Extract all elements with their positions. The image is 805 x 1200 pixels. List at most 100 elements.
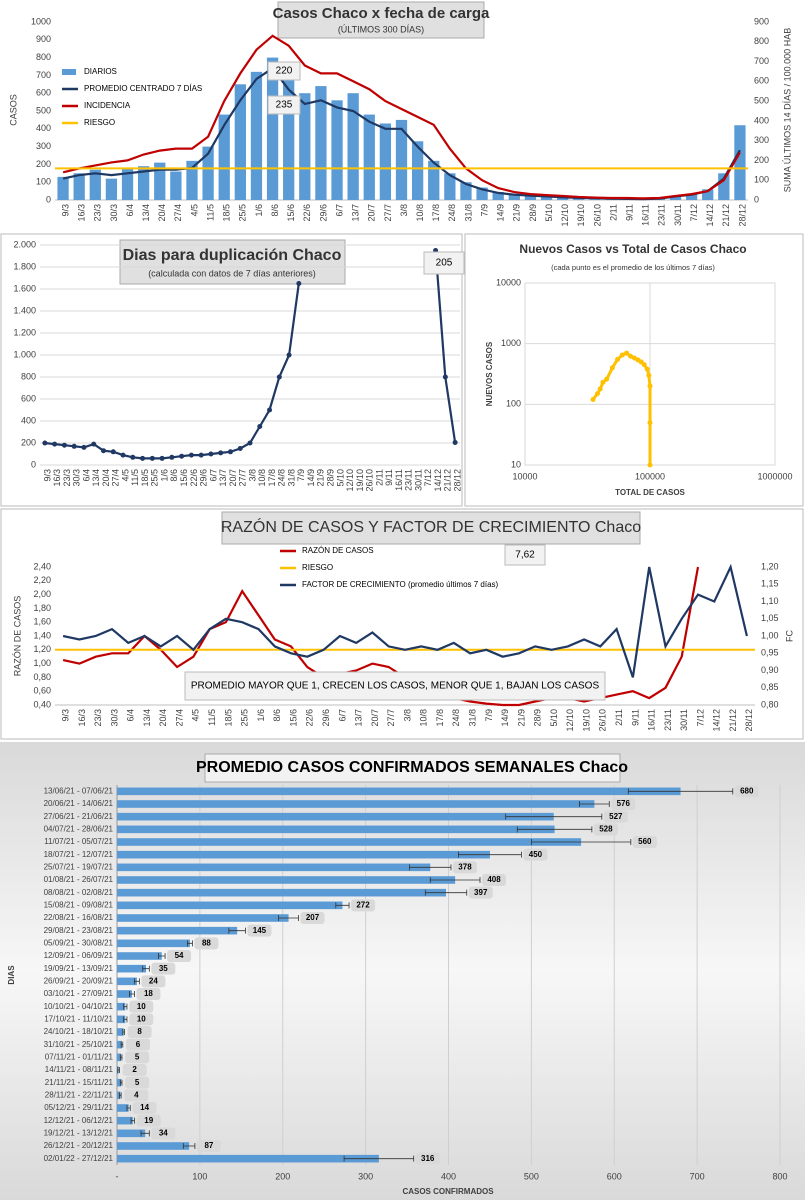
annotation: 235 [276, 100, 293, 111]
marker [198, 452, 204, 458]
x-tick-label: 23/11 [663, 709, 673, 731]
x-tick-label: 100000 [635, 471, 665, 481]
x-tick-label: 26/10 [365, 469, 375, 492]
value-label: 5 [135, 1078, 140, 1087]
x-tick-label: 24/8 [277, 469, 287, 487]
x-tick-label: 300 [358, 1171, 373, 1181]
x-tick-label: 20/4 [157, 204, 167, 222]
y-tick-label: 400 [36, 123, 51, 133]
value-label-box [194, 937, 219, 950]
marker [267, 407, 273, 413]
y-tick-label: 05/09/21 - 30/08/21 [44, 938, 114, 947]
value-label-box [196, 1140, 221, 1152]
x-tick-label: 7/12 [689, 204, 699, 222]
marker [120, 452, 126, 458]
x-tick-label: 30/11 [673, 204, 683, 226]
value-label: 14 [140, 1103, 149, 1112]
y2-tick-label: 1,05 [761, 613, 779, 623]
bar [117, 1104, 129, 1112]
y-tick-label: 10000 [496, 277, 521, 287]
marker [52, 441, 58, 447]
legend-label: PROMEDIO CENTRADO 7 DÍAS [84, 84, 202, 93]
x-tick-label: 29/6 [318, 204, 328, 222]
error-bar [158, 953, 166, 959]
value-label: 145 [253, 926, 267, 935]
x-tick-label: 28/9 [528, 204, 538, 222]
y-tick-label: 1.600 [13, 283, 36, 293]
marker [442, 374, 448, 380]
marker [61, 442, 67, 448]
x-tick-label: 13/4 [91, 469, 101, 487]
y-axis-label: NUEVOS CASOS [485, 341, 494, 406]
marker [276, 374, 282, 380]
bar [186, 160, 198, 200]
value-label-box [632, 836, 657, 848]
annotation-box [184, 671, 606, 701]
legend-label: DIARIOS [84, 67, 117, 76]
value-label-box [132, 1102, 157, 1114]
chart-subtitle: (cada punto es el promedio de los último… [551, 263, 715, 272]
x-tick-label: 28/9 [326, 469, 336, 487]
value-label-box [124, 1089, 149, 1102]
value-label: 207 [306, 913, 320, 922]
error-bar [516, 826, 593, 833]
y-tick-label: 100 [36, 177, 51, 187]
title-box [204, 753, 621, 783]
x-tick-label: 9/11 [625, 204, 635, 221]
x-tick-label: 27/4 [174, 709, 184, 727]
x-tick-label: 13/4 [141, 204, 151, 222]
error-bar [228, 927, 246, 934]
x-tick-label: 1/6 [159, 469, 169, 482]
value-label-box [136, 1114, 161, 1127]
bar [117, 787, 681, 796]
point [597, 386, 603, 392]
x-tick-label: 29/6 [321, 709, 331, 727]
x-tick-label: 26/10 [598, 709, 608, 732]
x-tick-label: 200 [275, 1171, 290, 1181]
bar [315, 86, 327, 200]
value-label: 527 [609, 812, 623, 821]
value-label: 378 [458, 862, 472, 871]
x-tick-label: 22/6 [189, 469, 199, 487]
value-label: 34 [159, 1128, 168, 1137]
x-tick-label: 1000000 [757, 471, 792, 481]
y-tick-label: 1,40 [33, 630, 51, 640]
value-label: 24 [149, 976, 158, 985]
x-tick-label: 12/10 [560, 204, 570, 227]
error-bar [126, 1105, 131, 1111]
x-tick-label: 8/6 [270, 204, 280, 217]
x-tick-label: 6/7 [337, 709, 347, 722]
x-tick-label: 28/12 [452, 469, 462, 492]
x-tick-label: 9/3 [42, 469, 52, 482]
chart-title: PROMEDIO CASOS CONFIRMADOS SEMANALES Cha… [196, 759, 628, 776]
bar [202, 146, 214, 200]
value-label-box [136, 988, 161, 1000]
x-tick-label: 2/11 [608, 204, 618, 221]
marker [110, 449, 116, 455]
x-tick-label: 6/7 [334, 204, 344, 217]
value-label: 2 [132, 1065, 137, 1074]
y-tick-label: 11/07/21 - 05/07/21 [44, 837, 113, 846]
error-bar [505, 813, 603, 820]
x-tick-label: 7/9 [484, 709, 494, 722]
point [646, 372, 652, 378]
x-tick-label: 19/10 [355, 469, 365, 492]
marker [71, 443, 77, 449]
bar [117, 1154, 379, 1163]
y2-tick-label: 900 [754, 16, 769, 26]
value-label-box [151, 1127, 176, 1140]
chart-title: Nuevos Casos vs Total de Casos Chaco [519, 242, 746, 256]
bar [117, 863, 431, 872]
bar [154, 162, 166, 200]
bar [283, 78, 295, 200]
y2-tick-label: 400 [754, 115, 769, 125]
y-tick-label: 29/08/21 - 23/08/21 [44, 926, 114, 935]
y-tick-label: 500 [36, 105, 51, 115]
marker [257, 424, 263, 429]
y-tick-label: 900 [36, 34, 51, 44]
value-label: 54 [175, 951, 184, 960]
bar [117, 977, 137, 986]
chart-title: Dias para duplicación Chaco [123, 247, 342, 264]
x-tick-label: 26/10 [592, 204, 602, 227]
x-tick-label: 21/9 [516, 709, 526, 727]
